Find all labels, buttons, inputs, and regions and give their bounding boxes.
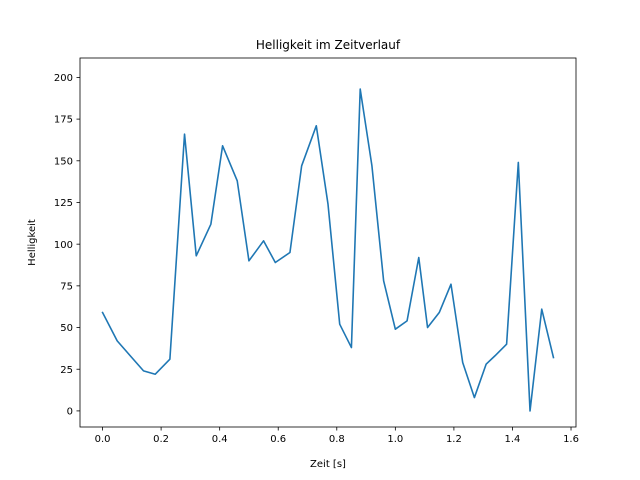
x-tick-label: 0.6 xyxy=(270,434,286,445)
x-axis-ticks: 0.0 0.2 0.4 0.6 0.8 1.0 1.2 1.4 1.6 xyxy=(95,427,579,445)
y-tick-label: 75 xyxy=(60,281,73,292)
series-line-0 xyxy=(101,88,555,412)
y-axis-title: Helligkeit xyxy=(27,219,38,266)
y-tick-label: 150 xyxy=(54,156,73,167)
y-tick-label: 100 xyxy=(54,240,73,251)
y-tick-label: 0 xyxy=(67,407,73,418)
x-tick-label: 0.8 xyxy=(329,434,345,445)
x-axis-title: Zeit [s] xyxy=(310,459,346,470)
x-tick-label: 0.2 xyxy=(153,434,169,445)
y-axis-ticks: 0 25 50 75 100 125 150 175 200 xyxy=(54,73,80,418)
x-tick-label: 1.0 xyxy=(387,434,403,445)
y-tick-label: 50 xyxy=(60,323,73,334)
y-tick-label: 200 xyxy=(54,73,73,84)
plot-area xyxy=(101,88,555,412)
x-tick-label: 1.4 xyxy=(505,434,521,445)
x-tick-label: 0.0 xyxy=(95,434,111,445)
chart-title: Helligkeit im Zeitverlauf xyxy=(256,38,401,52)
x-tick-label: 1.6 xyxy=(563,434,579,445)
y-tick-label: 175 xyxy=(54,115,73,126)
axes-frame xyxy=(79,57,577,428)
x-tick-label: 1.2 xyxy=(446,434,462,445)
y-tick-label: 25 xyxy=(60,365,73,376)
y-tick-label: 125 xyxy=(54,198,73,209)
x-tick-label: 0.4 xyxy=(212,434,228,445)
